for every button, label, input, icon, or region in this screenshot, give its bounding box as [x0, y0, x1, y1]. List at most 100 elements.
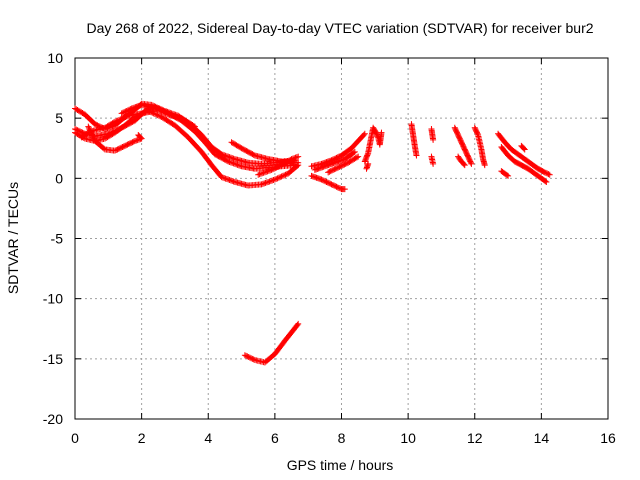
data-point — [157, 107, 164, 114]
data-point — [130, 138, 137, 145]
data-track — [72, 107, 302, 189]
data-point — [460, 161, 467, 168]
data-point — [505, 172, 512, 179]
data-point — [110, 119, 117, 126]
data-point — [351, 148, 358, 155]
data-point — [161, 109, 168, 116]
x-tick-label: 12 — [467, 430, 483, 446]
data-point — [546, 171, 553, 178]
grid-layer — [75, 58, 608, 419]
data-point — [430, 136, 437, 143]
data-point — [294, 321, 301, 328]
data-point — [163, 110, 170, 117]
data-point — [275, 174, 282, 181]
data-point — [153, 106, 160, 113]
data-point — [287, 156, 294, 163]
data-point — [545, 171, 552, 178]
data-point — [360, 131, 367, 138]
data-point — [135, 132, 142, 139]
data-point — [413, 152, 420, 159]
data-point — [111, 118, 118, 125]
data-track — [363, 160, 372, 172]
data-point — [353, 154, 360, 161]
data-track — [428, 153, 437, 167]
y-tick-label: -5 — [51, 231, 64, 247]
data-point — [155, 107, 162, 114]
data-point — [274, 175, 281, 182]
data-point — [157, 113, 164, 120]
data-point — [282, 171, 289, 178]
data-point — [361, 130, 368, 137]
data-point — [294, 163, 301, 170]
data-point — [468, 160, 475, 167]
data-point — [154, 106, 161, 113]
x-tick-label: 0 — [71, 430, 79, 446]
x-tick-label: 4 — [204, 430, 212, 446]
data-point — [159, 109, 166, 116]
data-point — [543, 178, 550, 185]
data-point — [295, 153, 302, 160]
data-point — [277, 174, 284, 181]
data-track — [85, 123, 145, 154]
y-tick-label: -20 — [43, 411, 63, 427]
data-point — [190, 122, 197, 129]
x-tick-label: 2 — [138, 430, 146, 446]
data-point — [85, 124, 92, 131]
data-point — [503, 172, 510, 179]
data-point — [158, 108, 165, 115]
data-track — [308, 130, 368, 170]
data-track — [451, 124, 475, 167]
data-point — [224, 157, 231, 164]
data-point — [279, 172, 286, 179]
data-point — [119, 115, 126, 122]
data-point — [250, 356, 257, 363]
data-point — [467, 159, 474, 166]
data-point — [341, 186, 348, 193]
data-point — [521, 146, 528, 153]
data-track — [428, 125, 437, 143]
x-tick-label: 6 — [271, 430, 279, 446]
data-point — [430, 160, 437, 167]
data-point — [121, 114, 128, 121]
x-axis-label: GPS time / hours — [287, 457, 394, 473]
data-point — [355, 153, 362, 160]
x-tick-label: 14 — [534, 430, 550, 446]
data-point — [481, 162, 488, 169]
x-tick-label: 8 — [338, 430, 346, 446]
chart-title: Day 268 of 2022, Sidereal Day-to-day VTE… — [86, 20, 593, 36]
data-point — [100, 145, 107, 152]
data-point — [162, 110, 169, 117]
x-tick-label: 10 — [400, 430, 416, 446]
data-point — [461, 162, 468, 169]
data-point — [281, 172, 288, 179]
data-track — [325, 153, 362, 176]
data-point — [151, 105, 158, 112]
data-point — [278, 173, 285, 180]
data-point — [295, 162, 302, 169]
data-point — [136, 132, 143, 139]
data-point — [123, 113, 130, 120]
data-point — [378, 129, 385, 136]
data-point — [90, 135, 97, 142]
ticks-layer: 0 2 4 6 8 10 12 14 16 -20 -15 -10 -5 0 5 10 — [43, 50, 616, 446]
data-point — [191, 123, 198, 130]
data-point — [154, 112, 161, 119]
data-track — [455, 153, 468, 169]
data-point — [115, 116, 122, 123]
y-tick-label: 5 — [55, 110, 63, 126]
data-track — [498, 168, 512, 179]
y-tick-label: -10 — [43, 291, 63, 307]
data-point — [113, 118, 120, 125]
data-point — [90, 134, 97, 141]
data-track — [255, 153, 302, 178]
data-track — [408, 121, 420, 159]
data-point — [295, 320, 302, 327]
data-track — [118, 101, 198, 130]
data-point — [350, 149, 357, 156]
y-tick-label: -15 — [43, 351, 63, 367]
data-point — [85, 123, 92, 130]
data-track — [241, 320, 302, 366]
x-tick-label: 16 — [600, 430, 616, 446]
data-point — [114, 117, 121, 124]
